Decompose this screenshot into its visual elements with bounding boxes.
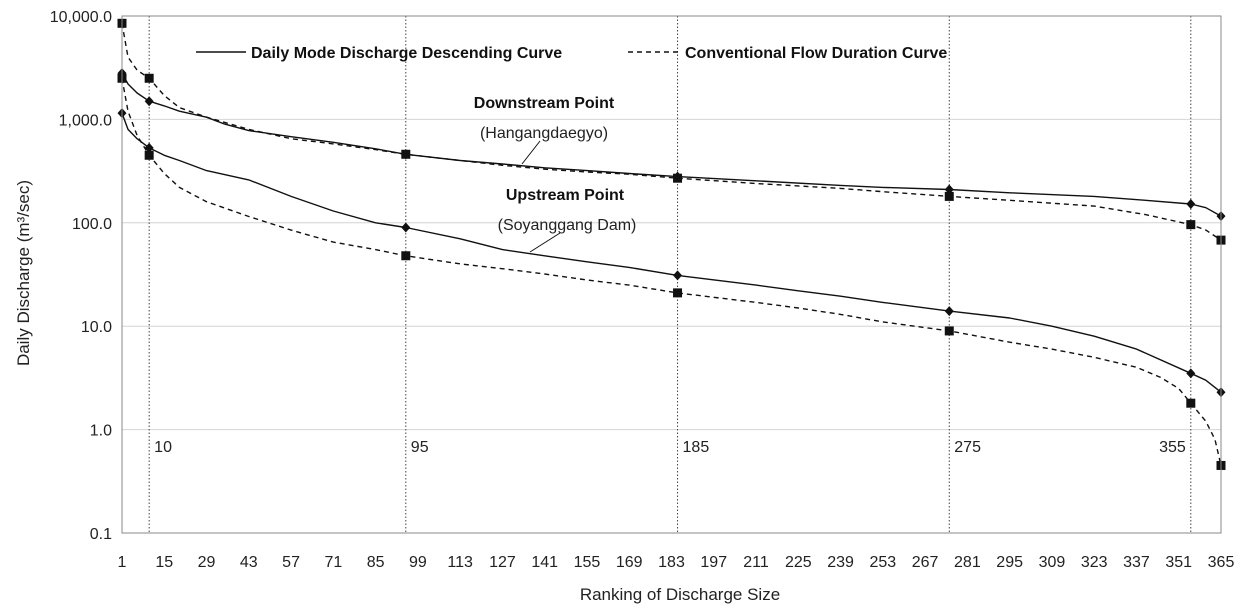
x-tick-label: 113	[447, 554, 473, 571]
y-tick-label: 1.0	[90, 423, 112, 440]
annotation-downstream-leader	[521, 140, 541, 165]
legend: Daily Mode Discharge Descending Curve Co…	[196, 45, 947, 62]
data-point-square	[1186, 398, 1196, 408]
x-tick-label: 323	[1081, 554, 1108, 571]
x-tick-label: 197	[700, 554, 727, 571]
x-tick-label: 337	[1123, 554, 1150, 571]
reference-line-label: 275	[954, 439, 981, 456]
annotation-upstream-subtitle: (Soyanggang Dam)	[498, 217, 637, 234]
x-tick-label: 253	[869, 554, 896, 571]
x-tick-label: 141	[531, 554, 558, 571]
legend-label-dashed: Conventional Flow Duration Curve	[685, 45, 947, 62]
x-axis-title: Ranking of Discharge Size	[580, 585, 780, 604]
x-tick-label: 57	[282, 554, 300, 571]
data-point-square	[1186, 220, 1196, 230]
data-point-diamond	[944, 306, 954, 317]
annotation-upstream: Upstream Point (Soyanggang Dam)	[498, 187, 637, 253]
y-tick-label: 0.1	[90, 526, 112, 543]
plot-area-frame	[121, 15, 1222, 534]
x-tick-label: 169	[616, 554, 643, 571]
data-point-diamond	[401, 222, 411, 233]
data-point-diamond	[1186, 368, 1196, 379]
series-group	[121, 23, 1222, 466]
data-point-square	[144, 150, 154, 160]
x-tick-label: 43	[240, 554, 258, 571]
x-tick-label: 29	[198, 554, 216, 571]
x-tick-label: 183	[658, 554, 685, 571]
annotation-downstream-subtitle: (Hangangdaegyo)	[480, 125, 608, 142]
legend-label-solid: Daily Mode Discharge Descending Curve	[251, 45, 562, 62]
data-point-diamond	[1186, 198, 1196, 209]
y-tick-label: 10,000.0	[50, 9, 112, 26]
y-tick-label: 10.0	[81, 319, 112, 336]
markers-group	[117, 18, 1226, 470]
data-point-diamond	[144, 96, 154, 107]
data-point-square	[401, 149, 411, 159]
x-tick-label: 281	[954, 554, 981, 571]
y-tick-labels: 0.1 1.0 10.0 100.0 1,000.0 10,000.0	[50, 9, 112, 543]
reference-line-label: 95	[411, 439, 429, 456]
x-tick-label: 267	[912, 554, 939, 571]
reference-line-label: 10	[154, 439, 172, 456]
reference-lines: 10 95 185 275 355	[148, 16, 1192, 533]
x-tick-label: 239	[827, 554, 854, 571]
data-point-square	[944, 191, 954, 201]
x-tick-label: 71	[324, 554, 342, 571]
data-point-square	[944, 326, 954, 336]
x-tick-label: 127	[489, 554, 516, 571]
y-tick-label: 100.0	[72, 216, 112, 233]
x-tick-label: 155	[574, 554, 601, 571]
x-tick-label: 99	[409, 554, 427, 571]
x-tick-label: 1	[118, 554, 127, 571]
y-axis-title: Daily Discharge (m³/sec)	[14, 180, 33, 366]
x-tick-label: 211	[743, 554, 769, 571]
annotation-downstream-title: Downstream Point	[474, 95, 615, 112]
reference-line-label: 185	[683, 439, 710, 456]
reference-line-label: 355	[1159, 439, 1186, 456]
data-point-square	[673, 288, 683, 298]
data-point-square	[144, 73, 154, 83]
annotation-upstream-leader	[529, 232, 561, 253]
x-tick-labels: 1 15 29 43 57 71 85 99 113 127 141 155 169 183 197 211 2…	[118, 554, 1235, 571]
y-tick-label: 1,000.0	[59, 112, 112, 129]
x-tick-label: 365	[1208, 554, 1235, 571]
data-point-diamond	[673, 270, 683, 281]
x-tick-label: 225	[785, 554, 812, 571]
x-tick-label: 85	[367, 554, 385, 571]
x-tick-label: 295	[996, 554, 1023, 571]
x-tick-label: 15	[155, 554, 173, 571]
series-line	[121, 72, 1222, 217]
data-point-square	[673, 173, 683, 183]
series-line	[121, 78, 1222, 466]
x-tick-label: 351	[1165, 554, 1192, 571]
data-point-diamond	[144, 142, 154, 153]
x-tick-label: 309	[1039, 554, 1066, 571]
data-point-square	[401, 251, 411, 261]
series-line	[121, 112, 1222, 393]
annotation-upstream-title: Upstream Point	[506, 187, 625, 204]
annotation-downstream: Downstream Point (Hangangdaegyo)	[474, 95, 615, 165]
